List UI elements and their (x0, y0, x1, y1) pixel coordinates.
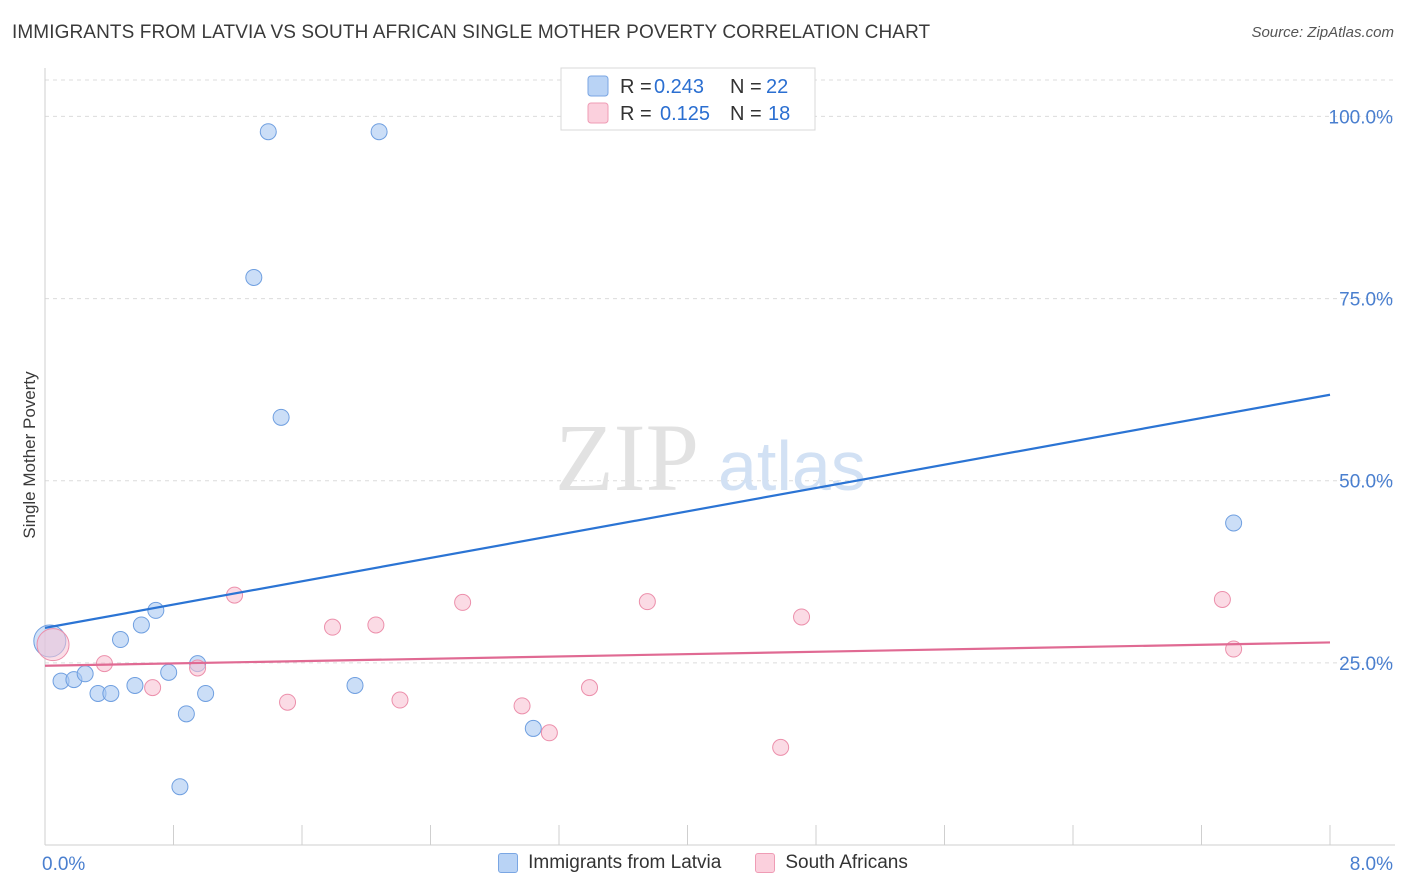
legend-n-label-latvia: N = (730, 76, 762, 98)
point-south-africans-16 (1213, 590, 1231, 608)
legend-n-label-south-africans: N = (730, 103, 762, 125)
point-south-africans-10 (513, 697, 531, 715)
point-south-africans-9 (454, 593, 472, 611)
point-latvia-21 (1225, 514, 1243, 532)
point-latvia-6 (111, 631, 129, 649)
point-latvia-15 (245, 268, 263, 286)
series-legend: Immigrants from Latvia South Africans (0, 852, 1406, 874)
point-south-africans-15 (793, 608, 811, 626)
y-tick-label-50: 50.0% (1339, 472, 1393, 493)
y-axis-label: Single Mother Poverty (20, 371, 39, 539)
trend-line-latvia (44, 393, 1331, 629)
point-south-africans-8 (391, 691, 409, 709)
point-latvia-17 (272, 408, 290, 426)
point-latvia-12 (177, 705, 195, 723)
x-tick-label-min: 0.0% (42, 854, 85, 875)
series-swatch-latvia (498, 853, 519, 873)
legend-n-value-south-africans: 18 (768, 103, 790, 125)
point-south-africans-5 (279, 693, 297, 711)
point-latvia-11 (171, 778, 189, 796)
point-south-africans-6 (324, 618, 342, 636)
grid (45, 79, 1395, 664)
watermark: ZIP atlas (555, 404, 866, 511)
point-south-africans-0 (36, 628, 70, 662)
chart-title: IMMIGRANTS FROM LATVIA VS SOUTH AFRICAN … (12, 22, 931, 43)
legend-swatch-south-africans (587, 102, 609, 124)
tick-labels: 25.0% 50.0% 75.0% 100.0% 0.0% 8.0% (42, 107, 1393, 875)
point-latvia-18 (346, 676, 364, 694)
legend-n-value-latvia: 22 (766, 76, 788, 98)
data-points (33, 123, 1243, 796)
point-latvia-7 (126, 676, 144, 694)
point-south-africans-11 (540, 724, 558, 742)
point-latvia-8 (132, 616, 150, 634)
watermark-zip: ZIP (555, 404, 699, 511)
series-swatch-south-africans (755, 853, 776, 873)
point-latvia-20 (524, 719, 542, 737)
point-latvia-5 (102, 684, 120, 702)
legend: R = 0.243 N = 22 R = 0.125 N = 18 (560, 67, 816, 131)
legend-swatch-latvia (587, 75, 609, 97)
trend-line-south-africans (44, 641, 1331, 667)
legend-r-value-latvia: 0.243 (654, 76, 704, 98)
y-tick-label-25: 25.0% (1339, 654, 1393, 675)
x-tick-label-max: 8.0% (1350, 854, 1393, 875)
point-south-africans-13 (638, 593, 656, 611)
point-latvia-9 (147, 601, 165, 619)
series-name-latvia: Immigrants from Latvia (528, 852, 722, 873)
trend-lines (44, 393, 1331, 667)
series-legend-item-south-africans: South Africans (755, 852, 908, 874)
series-name-south-africans: South Africans (785, 852, 908, 873)
legend-r-label-latvia: R = (620, 76, 652, 98)
point-latvia-3 (76, 665, 94, 683)
point-latvia-19 (370, 123, 388, 141)
series-legend-item-latvia: Immigrants from Latvia (498, 852, 721, 874)
legend-r-value-south-africans: 0.125 (660, 103, 710, 125)
point-south-africans-2 (144, 679, 162, 697)
point-latvia-16 (259, 123, 277, 141)
point-south-africans-7 (367, 616, 385, 634)
y-tick-label-100: 100.0% (1329, 107, 1394, 128)
point-south-africans-12 (581, 679, 599, 697)
point-south-africans-14 (772, 738, 790, 756)
point-latvia-14 (197, 684, 215, 702)
source-credit: Source: ZipAtlas.com (1251, 24, 1394, 41)
axes (44, 68, 1395, 846)
y-tick-label-75: 75.0% (1339, 290, 1393, 311)
legend-r-label-south-africans: R = (620, 103, 652, 125)
point-latvia-10 (160, 663, 178, 681)
